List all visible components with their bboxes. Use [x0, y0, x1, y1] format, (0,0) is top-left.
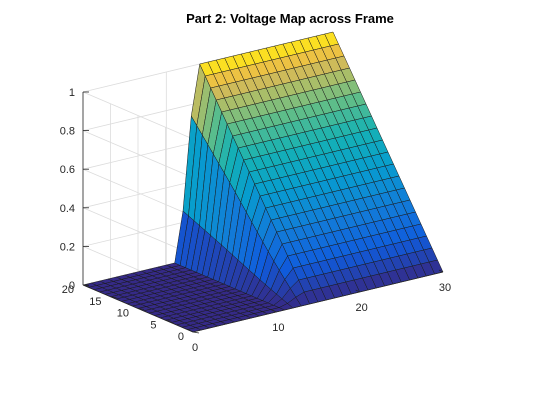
y-tick-label: 20	[62, 284, 74, 296]
grid-line	[82, 168, 194, 217]
y-tick	[110, 296, 117, 299]
chart-title: Part 2: Voltage Map across Frame	[186, 11, 394, 26]
z-tick-label: 0.4	[60, 203, 75, 215]
x-tick-label: 30	[439, 282, 451, 294]
grid-line	[82, 130, 194, 178]
x-tick-label: 0	[192, 342, 198, 354]
z-tick-label: 0.8	[60, 126, 75, 138]
x-tick-label: 20	[356, 302, 368, 314]
y-tick-label: 10	[117, 308, 129, 320]
x-tick	[272, 309, 277, 313]
z-tick-label: 0.2	[60, 241, 75, 253]
y-tick	[165, 319, 172, 322]
x-tick-label: 10	[272, 322, 284, 334]
z-tick-label: 0.6	[60, 164, 75, 176]
surface-layer	[82, 31, 444, 333]
y-tick-label: 15	[89, 296, 101, 308]
z-tick-label: 1	[69, 87, 75, 99]
y-tick	[192, 331, 200, 334]
z-tick-label: 0	[69, 280, 75, 292]
x-tick	[355, 289, 360, 293]
x-tick	[438, 269, 444, 273]
y-tick-label: 5	[150, 319, 156, 331]
x-tick	[188, 329, 194, 333]
x-axis-line	[192, 271, 444, 333]
grid-line	[82, 207, 194, 256]
y-tick	[137, 308, 145, 310]
y-tick-label: 0	[178, 331, 184, 343]
grid-line	[82, 91, 194, 140]
